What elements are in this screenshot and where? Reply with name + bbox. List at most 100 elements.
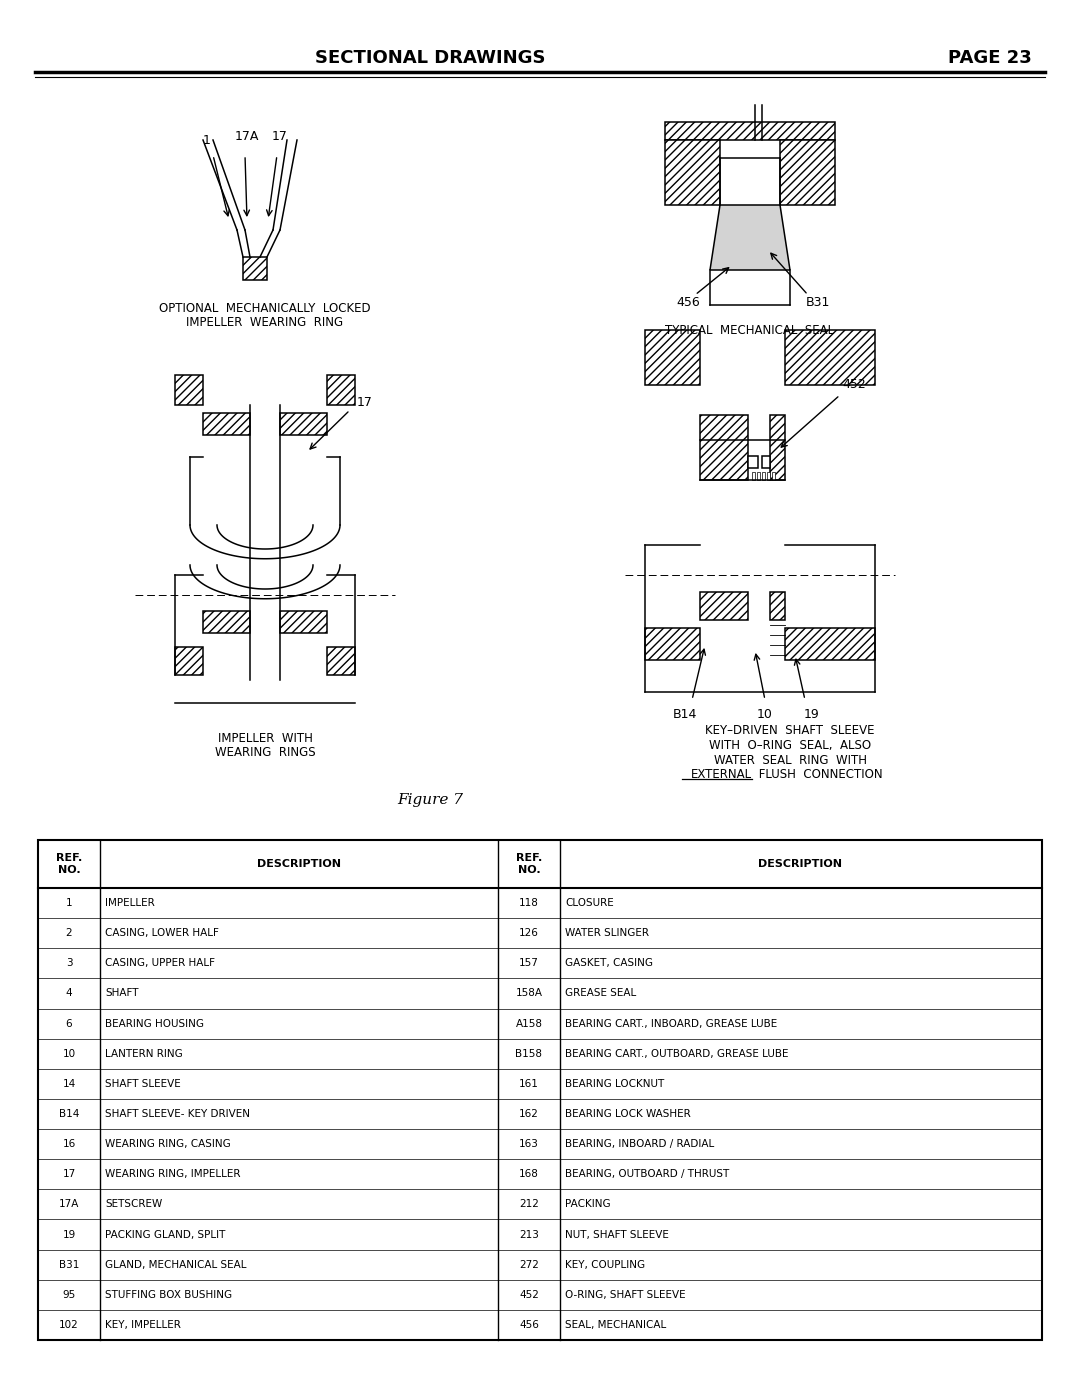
Text: NUT, SHAFT SLEEVE: NUT, SHAFT SLEEVE	[565, 1229, 669, 1239]
Text: BEARING CART., INBOARD, GREASE LUBE: BEARING CART., INBOARD, GREASE LUBE	[565, 1018, 778, 1028]
Bar	[767, 472, 770, 481]
Text: GREASE SEAL: GREASE SEAL	[565, 989, 636, 999]
Bar	[203, 610, 249, 633]
Bar	[785, 330, 875, 386]
Text: O-RING, SHAFT SLEEVE: O-RING, SHAFT SLEEVE	[565, 1289, 686, 1299]
Text: 19: 19	[63, 1229, 76, 1239]
Bar	[770, 592, 785, 620]
Bar	[757, 472, 760, 481]
Text: REF.
NO.: REF. NO.	[56, 854, 82, 875]
Bar	[645, 629, 700, 659]
Text: B14: B14	[58, 1109, 79, 1119]
Text: 1: 1	[203, 134, 211, 147]
Bar	[175, 647, 203, 675]
Bar	[785, 629, 875, 659]
Bar	[203, 414, 249, 434]
Text: SHAFT SLEEVE- KEY DRIVEN: SHAFT SLEEVE- KEY DRIVEN	[105, 1109, 249, 1119]
Text: 2: 2	[66, 928, 72, 939]
Bar	[752, 472, 755, 481]
Bar	[770, 592, 785, 620]
Bar	[762, 472, 765, 481]
Text: Figure 7: Figure 7	[397, 793, 463, 807]
Text: 456: 456	[519, 1320, 539, 1330]
Text: IMPELLER  WEARING  RING: IMPELLER WEARING RING	[187, 317, 343, 330]
Bar	[665, 140, 720, 205]
Text: 126: 126	[519, 928, 539, 939]
Text: 456: 456	[676, 296, 700, 309]
Text: PAGE 23: PAGE 23	[948, 49, 1031, 67]
Text: SHAFT: SHAFT	[105, 989, 138, 999]
Bar	[762, 455, 770, 468]
Bar	[645, 330, 700, 386]
Text: SETSCREW: SETSCREW	[105, 1200, 162, 1210]
Bar	[665, 140, 720, 205]
Bar	[327, 647, 355, 675]
Text: LANTERN RING: LANTERN RING	[105, 1049, 183, 1059]
Text: BEARING, INBOARD / RADIAL: BEARING, INBOARD / RADIAL	[565, 1139, 714, 1150]
Text: 10: 10	[757, 708, 773, 721]
Text: BEARING LOCK WASHER: BEARING LOCK WASHER	[565, 1109, 691, 1119]
Bar	[175, 647, 203, 675]
Bar	[665, 122, 835, 140]
Text: TYPICAL  MECHANICAL  SEAL: TYPICAL MECHANICAL SEAL	[665, 324, 835, 337]
Text: B31: B31	[58, 1260, 79, 1270]
Text: BEARING LOCKNUT: BEARING LOCKNUT	[565, 1078, 664, 1088]
Bar	[645, 629, 700, 659]
Bar	[280, 414, 327, 434]
Text: 157: 157	[519, 958, 539, 968]
Bar	[280, 610, 327, 633]
Text: REF.
NO.: REF. NO.	[516, 854, 542, 875]
Text: 452: 452	[519, 1289, 539, 1299]
Text: SECTIONAL DRAWINGS: SECTIONAL DRAWINGS	[314, 49, 545, 67]
Bar	[770, 415, 785, 481]
Polygon shape	[710, 205, 789, 270]
Bar	[203, 414, 249, 434]
Text: 118: 118	[519, 898, 539, 908]
Bar	[243, 257, 267, 279]
Text: STUFFING BOX BUSHING: STUFFING BOX BUSHING	[105, 1289, 232, 1299]
Bar	[748, 455, 758, 468]
Text: KEY–DRIVEN  SHAFT  SLEEVE: KEY–DRIVEN SHAFT SLEEVE	[705, 724, 875, 736]
Text: WEARING  RINGS: WEARING RINGS	[215, 746, 315, 760]
Text: PACKING GLAND, SPLIT: PACKING GLAND, SPLIT	[105, 1229, 226, 1239]
Text: CASING, LOWER HALF: CASING, LOWER HALF	[105, 928, 219, 939]
Text: 4: 4	[66, 989, 72, 999]
Bar	[645, 330, 700, 386]
Text: WATER SLINGER: WATER SLINGER	[565, 928, 649, 939]
Bar	[780, 140, 835, 205]
Text: KEY, COUPLING: KEY, COUPLING	[565, 1260, 645, 1270]
Text: BEARING, OUTBOARD / THRUST: BEARING, OUTBOARD / THRUST	[565, 1169, 729, 1179]
Text: FLUSH  CONNECTION: FLUSH CONNECTION	[755, 768, 882, 781]
Text: KEY, IMPELLER: KEY, IMPELLER	[105, 1320, 180, 1330]
Text: 17: 17	[357, 395, 373, 408]
Text: GLAND, MECHANICAL SEAL: GLAND, MECHANICAL SEAL	[105, 1260, 246, 1270]
Text: WEARING RING, CASING: WEARING RING, CASING	[105, 1139, 231, 1150]
Text: PACKING: PACKING	[565, 1200, 610, 1210]
Text: WITH  O–RING  SEAL,  ALSO: WITH O–RING SEAL, ALSO	[708, 739, 872, 752]
Text: WATER  SEAL  RING  WITH: WATER SEAL RING WITH	[714, 753, 866, 767]
Text: CLOSURE: CLOSURE	[565, 898, 613, 908]
Text: B14: B14	[673, 708, 698, 721]
Bar	[175, 374, 203, 405]
Text: 102: 102	[59, 1320, 79, 1330]
Bar	[772, 472, 775, 481]
Text: 17: 17	[63, 1169, 76, 1179]
Text: 161: 161	[519, 1078, 539, 1088]
Text: 213: 213	[519, 1229, 539, 1239]
Bar	[327, 374, 355, 405]
Text: 3: 3	[66, 958, 72, 968]
Text: 17: 17	[272, 130, 288, 144]
Text: 17A: 17A	[234, 130, 259, 144]
Text: 212: 212	[519, 1200, 539, 1210]
Text: 14: 14	[63, 1078, 76, 1088]
Text: 168: 168	[519, 1169, 539, 1179]
Text: 158A: 158A	[515, 989, 542, 999]
Bar	[38, 840, 1042, 1340]
Text: 1: 1	[66, 898, 72, 908]
Bar	[700, 592, 748, 620]
Bar	[780, 140, 835, 205]
Text: 272: 272	[519, 1260, 539, 1270]
Bar	[175, 374, 203, 405]
Text: BEARING CART., OUTBOARD, GREASE LUBE: BEARING CART., OUTBOARD, GREASE LUBE	[565, 1049, 788, 1059]
Text: DESCRIPTION: DESCRIPTION	[758, 859, 842, 869]
